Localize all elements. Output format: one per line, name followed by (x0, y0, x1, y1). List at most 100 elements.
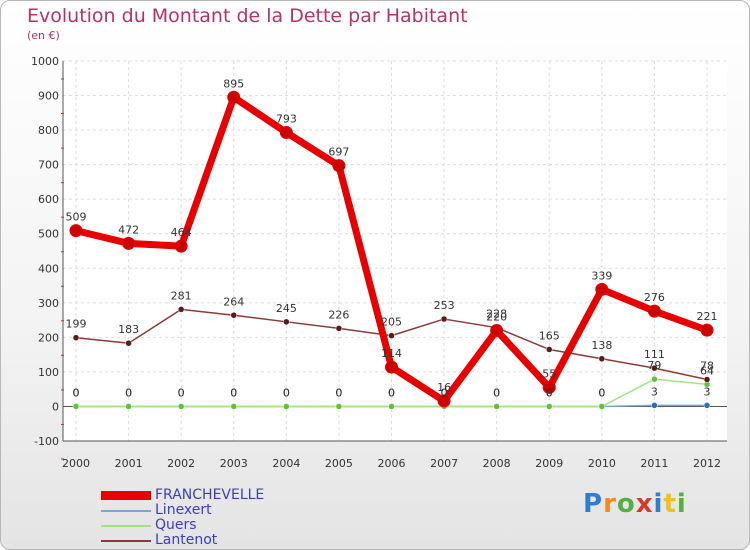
data-point-lantenot (546, 346, 553, 353)
legend-swatch-lantenot (101, 540, 151, 542)
data-label-quers: 0 (598, 386, 605, 399)
x-tick-label: 2004 (272, 457, 300, 470)
data-label-quers: 0 (493, 386, 500, 399)
data-point-lantenot (335, 325, 343, 332)
data-label-lantenot: 253 (434, 299, 455, 312)
data-point-lantenot (440, 315, 448, 323)
data-point-franchevelle (700, 323, 714, 337)
data-point-franchevelle (174, 239, 188, 253)
data-point-lantenot (703, 376, 711, 383)
data-label-franchevelle: 793 (276, 113, 297, 126)
legend-swatch-quers (101, 525, 151, 527)
legend-label-franchevelle: FRANCHEVELLE (155, 487, 265, 503)
data-point-lantenot (230, 312, 237, 319)
data-label-quers: 64 (700, 364, 714, 377)
data-label-lantenot: 183 (118, 323, 139, 336)
data-label-quers: 0 (73, 386, 80, 399)
proxiti-logo: Proxiti (583, 489, 687, 519)
y-tick-label: 900 (38, 90, 59, 103)
x-tick-label: 2011 (640, 457, 668, 470)
y-tick-label: 600 (38, 193, 59, 206)
data-label-lantenot: 264 (223, 295, 244, 308)
data-point-quers (125, 403, 132, 410)
plot-area (63, 61, 727, 441)
data-point-quers (230, 403, 237, 410)
y-tick-label: 300 (38, 297, 59, 310)
data-point-franchevelle (122, 236, 136, 250)
x-tick-label: 2000 (62, 457, 90, 470)
x-tick-label: 2012 (693, 457, 721, 470)
logo-letter: P (583, 489, 604, 519)
y-tick-label: 700 (38, 159, 59, 172)
y-tick-label: 400 (38, 262, 59, 275)
data-label-quers: 0 (178, 386, 185, 399)
data-point-franchevelle (542, 380, 556, 394)
y-tick-label: -100 (34, 435, 59, 448)
data-label-lantenot: 205 (381, 316, 402, 329)
data-point-lantenot (177, 306, 185, 313)
x-tick-label: 2008 (483, 457, 511, 470)
legend-label-quers: Quers (155, 517, 197, 533)
data-label-linexert: 0 (598, 386, 605, 399)
chart-unit-label: (en €) (27, 29, 60, 42)
legend-swatch-linexert (101, 510, 151, 512)
data-label-lantenot: 281 (171, 289, 192, 302)
data-point-franchevelle (227, 90, 241, 104)
data-label-lantenot: 138 (591, 339, 612, 352)
data-point-quers (283, 403, 290, 410)
data-point-linexert (703, 402, 711, 409)
data-point-quers (177, 403, 185, 410)
data-label-franchevelle: 16 (437, 381, 451, 394)
data-point-lantenot (283, 318, 290, 326)
data-label-quers: 79 (647, 359, 661, 372)
data-label-linexert: 3 (651, 385, 658, 398)
data-point-franchevelle (385, 360, 398, 374)
data-point-quers (335, 403, 343, 410)
data-label-lantenot: 228 (486, 308, 507, 321)
data-label-franchevelle: 697 (328, 146, 349, 159)
data-label-lantenot: 78 (700, 360, 714, 373)
data-point-quers (598, 403, 606, 410)
data-label-lantenot: 165 (539, 329, 560, 342)
data-point-quers (546, 403, 553, 410)
legend-swatch-franchevelle (101, 491, 151, 500)
y-tick-label: 1000 (31, 55, 59, 68)
data-label-lantenot: 226 (328, 308, 349, 321)
chart-title: Evolution du Montant de la Dette par Hab… (27, 5, 468, 27)
x-tick-label: 2009 (535, 457, 563, 470)
data-label-quers: 0 (230, 386, 237, 399)
logo-letter: x (635, 489, 654, 519)
logo-letter: t (663, 489, 677, 519)
data-label-franchevelle: 339 (591, 269, 612, 282)
data-point-franchevelle (279, 126, 293, 140)
data-point-franchevelle (647, 304, 661, 318)
x-tick-label: 2010 (588, 457, 616, 470)
logo-letter: o (616, 489, 636, 519)
x-tick-label: 2006 (378, 457, 406, 470)
data-point-franchevelle (332, 159, 346, 173)
data-point-lantenot (72, 334, 80, 341)
data-point-franchevelle (490, 323, 504, 337)
data-point-franchevelle (69, 224, 83, 238)
x-tick-label: 2003 (220, 457, 248, 470)
data-point-franchevelle (437, 394, 451, 408)
data-point-lantenot (388, 332, 395, 339)
x-tick-label: 2007 (430, 457, 458, 470)
data-point-lantenot (125, 339, 132, 347)
data-label-franchevelle: 509 (66, 211, 87, 224)
y-tick-label: 100 (38, 366, 59, 379)
data-point-franchevelle (595, 282, 609, 296)
data-label-quers: 0 (388, 386, 395, 399)
data-label-quers: 0 (441, 386, 448, 399)
y-tick-label: 800 (38, 124, 59, 137)
data-point-lantenot (598, 355, 606, 363)
data-label-franchevelle: 276 (644, 291, 665, 304)
data-label-quers: 0 (335, 386, 342, 399)
data-point-quers (493, 403, 500, 410)
data-label-franchevelle: 55 (542, 367, 556, 380)
data-label-linexert: 0 (125, 386, 132, 399)
data-label-franchevelle: 114 (381, 347, 402, 360)
data-label-franchevelle: 464 (171, 226, 192, 239)
